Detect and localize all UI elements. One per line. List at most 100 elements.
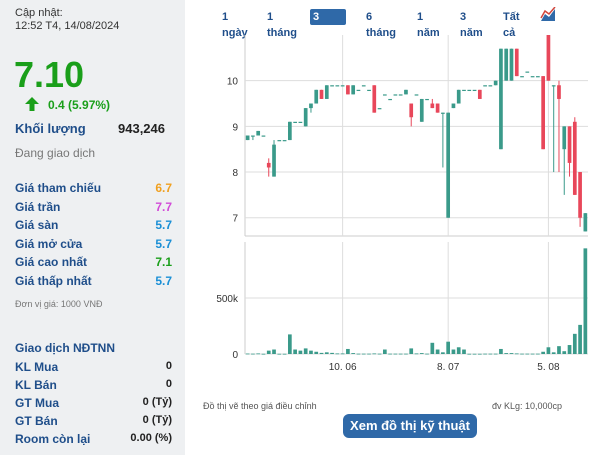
volume-bar <box>298 350 303 354</box>
volume-bar <box>314 351 319 354</box>
volume-bar <box>346 348 350 354</box>
x-tick-label: 10. 06 <box>329 362 357 373</box>
candle-body <box>441 112 445 114</box>
volume-bar <box>520 353 524 355</box>
candle-body <box>488 85 493 87</box>
candle-body <box>356 89 361 92</box>
candle-body <box>583 213 588 232</box>
candle-body <box>504 48 509 81</box>
updated-time: 12:52 T4, 14/08/2024 <box>15 20 120 32</box>
foreign-trade-label: KL Bán <box>15 378 57 392</box>
candle-body <box>351 85 356 95</box>
candle-body <box>393 94 398 96</box>
candle-body <box>430 103 435 109</box>
volume-value: 943,246 <box>118 121 165 136</box>
candle-body <box>272 144 276 177</box>
volume-bar <box>251 353 255 355</box>
candle-body <box>477 89 482 99</box>
price-stat-value: 6.7 <box>155 181 172 195</box>
volume-bar <box>419 353 424 354</box>
volume-bar <box>277 353 282 355</box>
candle-body <box>509 48 514 81</box>
volume-bar <box>256 353 261 355</box>
volume-bar <box>462 349 466 354</box>
candle-body <box>409 103 414 118</box>
range-tab-6[interactable]: Tất cả <box>503 11 520 39</box>
volume-bar <box>530 353 535 355</box>
price-tick-label: 8 <box>232 168 238 179</box>
price-tick-label: 10 <box>227 77 239 88</box>
volume-bar <box>446 341 451 354</box>
volume-bar <box>477 353 482 355</box>
foreign-trade-label: KL Mua <box>15 360 59 374</box>
price-change: 0.4 (5.97%) <box>48 98 111 112</box>
range-tab-1[interactable]: 1 tháng <box>267 11 297 39</box>
candle-body <box>314 89 319 104</box>
volume-bar <box>456 347 461 354</box>
candle-body <box>261 135 266 137</box>
range-tab-3[interactable]: 6 tháng <box>366 11 396 39</box>
volume-bar <box>335 353 340 355</box>
updated-label: Cập nhật: <box>15 7 63 19</box>
candle-body <box>288 121 292 141</box>
volume-bar <box>430 342 435 354</box>
unit-note: Đơn vị giá: 1000 VNĐ <box>15 299 103 309</box>
candle-body <box>277 140 282 142</box>
candle-body <box>536 76 540 78</box>
volume-bar <box>451 349 456 354</box>
volume-tick-label: 0 <box>232 350 238 361</box>
volume-bar <box>261 353 266 355</box>
foreign-trade-label: Room còn lại <box>15 432 91 446</box>
volume-bar <box>583 248 588 354</box>
volume-bar <box>309 350 313 354</box>
range-tab-0[interactable]: 1 ngày <box>222 11 248 39</box>
range-tab-2[interactable]: 3 tháng <box>310 9 346 39</box>
volume-bar <box>499 348 503 354</box>
foreign-trade-value: 0.00 (%) <box>130 432 172 444</box>
volume-bar <box>509 353 514 354</box>
candle-body <box>578 172 582 218</box>
volume-bar <box>467 353 472 355</box>
volume-bar <box>266 350 271 354</box>
candle-body <box>298 121 303 123</box>
volume-bar <box>340 353 345 355</box>
volume-bar <box>435 349 440 354</box>
volume-bar <box>319 352 324 354</box>
candle-body <box>256 130 261 136</box>
candle-body <box>340 85 345 87</box>
volume-bar <box>493 353 498 355</box>
candle-body <box>377 108 382 110</box>
volume-bar <box>377 353 382 355</box>
candle-body <box>425 98 429 101</box>
candle-body <box>404 89 408 95</box>
candle-body <box>419 98 424 122</box>
price-stat-label: Giá cao nhất <box>15 255 88 269</box>
volume-bar <box>356 353 361 355</box>
x-tick-label: 5. 08 <box>537 362 560 373</box>
price-stat-value: 7.1 <box>155 255 172 269</box>
volume-tick-label: 500k <box>216 294 239 305</box>
range-tab-4[interactable]: 1 năm <box>417 11 440 39</box>
volume-bar <box>546 347 551 354</box>
volume-bar <box>572 333 577 354</box>
volume-label: Khối lượng <box>15 121 86 136</box>
price-stat-label: Giá sàn <box>15 218 59 232</box>
volume-bar <box>272 349 276 354</box>
candle-body <box>472 89 477 92</box>
price-stat-label: Giá tham chiếu <box>15 181 102 195</box>
candle-body <box>293 121 297 123</box>
candle-body <box>414 94 419 96</box>
volume-bar <box>414 353 419 355</box>
current-price: 7.10 <box>14 54 85 95</box>
volume-bar <box>536 353 540 355</box>
foreign-trade-value: 0 <box>165 360 172 372</box>
candle-body <box>520 76 524 78</box>
candle-body <box>514 48 519 77</box>
volume-bar <box>562 351 567 354</box>
volume-bar <box>372 353 377 355</box>
area-chart-icon[interactable] <box>540 7 556 23</box>
technical-chart-button[interactable]: Xem đồ thị kỹ thuật <box>343 414 477 438</box>
left-panel <box>0 0 185 455</box>
range-tab-5[interactable]: 3 năm <box>460 11 483 39</box>
